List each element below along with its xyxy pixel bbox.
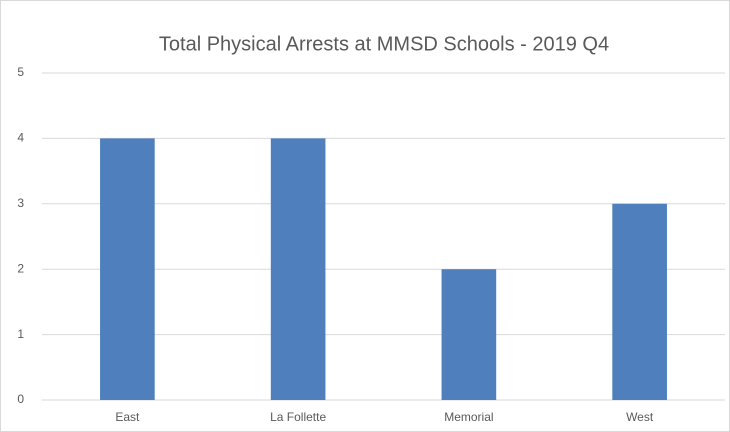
bar (612, 203, 667, 400)
y-tick-label: 3 (17, 196, 24, 210)
y-tick-label: 0 (17, 392, 24, 406)
y-tick-label: 4 (17, 131, 24, 145)
bar (270, 138, 326, 400)
bar (100, 138, 155, 400)
chart-title: Total Physical Arrests at MMSD Schools -… (159, 33, 609, 55)
bar (441, 269, 497, 400)
y-tick-label: 2 (17, 261, 24, 275)
x-tick-label: La Follette (270, 410, 326, 424)
x-tick-label: Memorial (444, 410, 493, 424)
y-tick-label: 1 (17, 327, 24, 341)
x-tick-label: West (626, 410, 654, 424)
y-tick-label: 5 (17, 65, 24, 79)
x-tick-label: East (115, 410, 140, 424)
